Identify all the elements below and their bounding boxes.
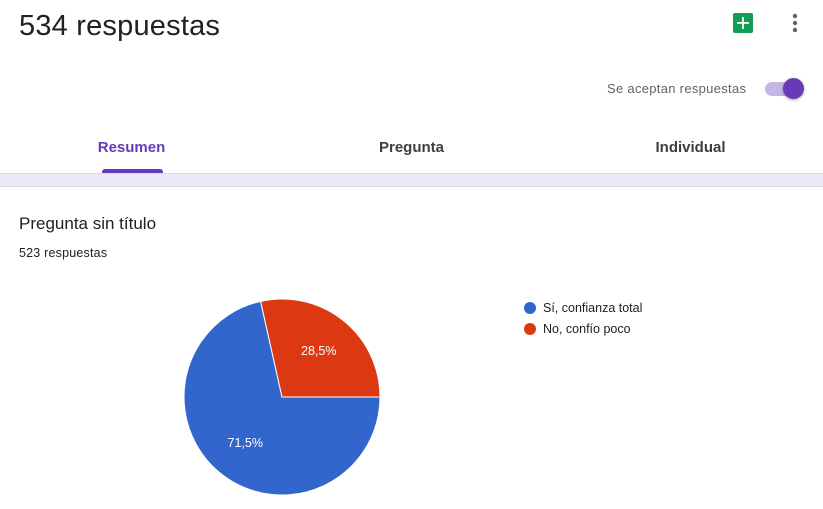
pie-slice-1[interactable] bbox=[183, 300, 381, 496]
chart-legend: Sí, confianza total No, confío poco bbox=[524, 297, 642, 339]
section-divider bbox=[0, 173, 823, 187]
legend-label: Sí, confianza total bbox=[543, 300, 643, 315]
pie-slice-label-2: 28,5% bbox=[301, 344, 336, 358]
more-options-button[interactable] bbox=[784, 10, 806, 36]
accepting-responses-toggle[interactable] bbox=[763, 78, 805, 100]
tab-individual[interactable]: Individual bbox=[655, 138, 726, 156]
legend-item-1[interactable]: Sí, confianza total bbox=[524, 297, 642, 318]
sheets-icon bbox=[733, 13, 753, 33]
legend-dot-icon bbox=[524, 322, 536, 335]
question-summary-card: Pregunta sin título 523 respuestas 71,5%… bbox=[0, 187, 823, 509]
tab-resumen[interactable]: Resumen bbox=[97, 138, 166, 156]
accepting-responses-label: Se aceptan respuestas bbox=[607, 81, 747, 96]
more-vert-icon bbox=[792, 13, 798, 33]
tab-bar: Resumen Pregunta Individual bbox=[0, 120, 823, 174]
page-title: 534 respuestas bbox=[19, 10, 221, 42]
legend-label: No, confío poco bbox=[543, 321, 631, 336]
active-tab-indicator bbox=[102, 169, 163, 173]
question-title: Pregunta sin título bbox=[19, 214, 157, 233]
legend-dot-icon bbox=[524, 301, 536, 314]
pie-slice-2[interactable] bbox=[260, 298, 381, 398]
legend-item-2[interactable]: No, confío poco bbox=[524, 318, 642, 339]
pie-slice-label-1: 71,5% bbox=[228, 436, 263, 450]
pie-chart: 71,5% 28,5% bbox=[183, 298, 381, 496]
sheets-button[interactable] bbox=[731, 11, 755, 35]
responses-header: 534 respuestas Se aceptan respuestas Res… bbox=[0, 0, 823, 175]
toggle-thumb bbox=[783, 78, 804, 99]
tab-pregunta[interactable]: Pregunta bbox=[378, 138, 444, 156]
question-response-count: 523 respuestas bbox=[19, 246, 108, 260]
